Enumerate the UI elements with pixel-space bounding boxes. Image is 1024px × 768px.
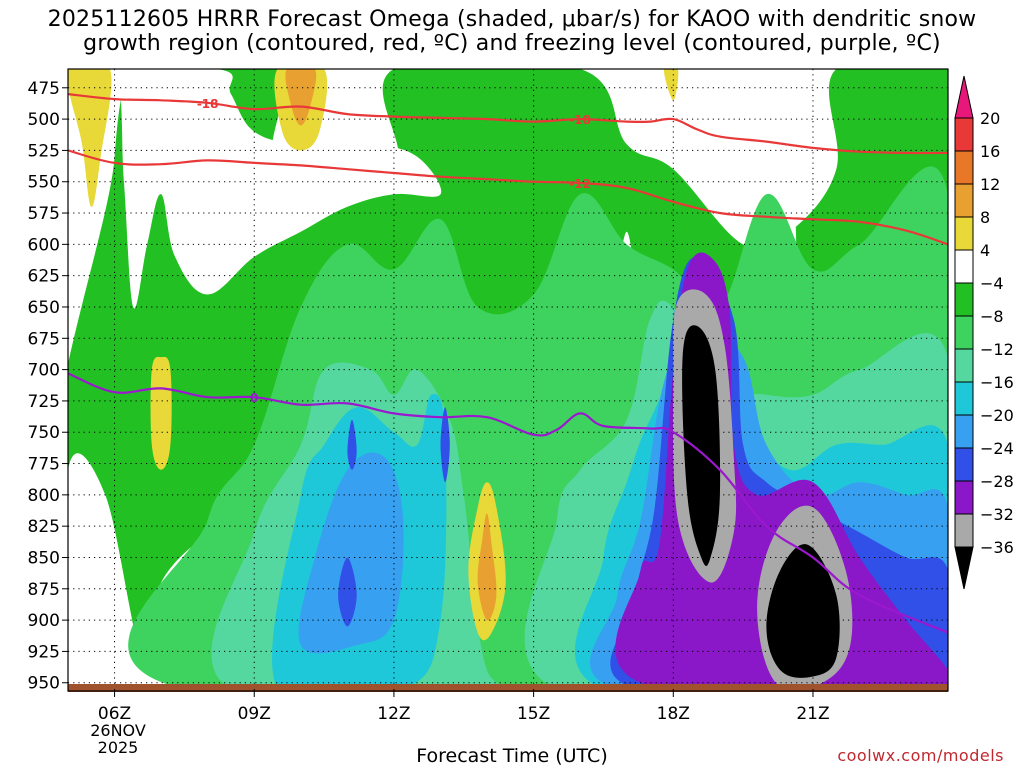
colorbar-bin [954,447,974,482]
y-tick-label-825: 825 [28,517,60,537]
contour-label-dgz_-18: -18 [197,97,219,111]
y-tick-label-625: 625 [28,267,60,287]
colorbar-bin [954,150,974,185]
omega-region-orange [285,69,317,126]
x-tick-label-12: 12Z [377,704,410,724]
colorbar-level-label: 12 [980,175,1000,194]
contour-label-dgz_-18: -18 [569,113,591,127]
date-label: 26NOV 2025 [78,722,158,756]
x-tick-label-6: 06Z [98,704,131,724]
colorbar-bottom-arrow [954,546,974,590]
y-tick-label-900: 900 [28,611,60,631]
colorbar-bin [954,249,974,284]
chart-title-line2: growth region (contoured, red, ºC) and f… [83,31,941,56]
colorbar-bin [954,183,974,218]
y-tick-label-700: 700 [28,361,60,381]
colorbar-level-label: −16 [980,373,1014,392]
contours [68,93,948,634]
y-tick-label-775: 775 [28,455,60,475]
x-tick-label-18: 18Z [657,704,690,724]
y-tick-label-550: 550 [28,173,60,193]
y-tick-label-925: 925 [28,642,60,662]
date-line2: 2025 [97,738,139,757]
x-axis-title: Forecast Time (UTC) [416,745,608,767]
colorbar-bin [954,414,974,449]
omega-region-orange [477,513,497,621]
y-tick-label-500: 500 [28,110,60,130]
colorbar-level-label: −12 [980,340,1014,359]
colorbar-bin [954,513,974,548]
y-tick-label-875: 875 [28,580,60,600]
omega-region-blue [338,557,357,627]
y-tick-label-600: 600 [28,235,60,255]
omega-region-yellow [150,356,172,470]
omega-region-black [766,544,840,678]
y-axis: 475 500 525 550 575 600 625 650 675 700 725 750 775 8… [28,79,68,694]
chart-title: 2025112605 HRRR Forecast Omega (shaded, … [0,8,1024,56]
y-tick-label-525: 525 [28,141,60,161]
x-tick-label-15: 15Z [517,704,550,724]
omega-region-yellow [68,69,112,207]
colorbar-level-label: 20 [980,109,1000,128]
colorbar-bin [954,381,974,416]
contour-dgz_-12 [68,149,948,246]
y-tick-label-850: 850 [28,548,60,568]
omega-region-blue_light [298,452,404,654]
colorbar: 20 16 12 8 4 −4 −8 −12 −16 −20 −24 −28 −32 −36 [954,75,1014,590]
colorbar-bin [954,216,974,251]
contour-dgz_-18 [68,93,948,155]
x-axis: 06Z 09Z 12Z 15Z 18Z 21Z [98,689,830,724]
colorbar-level-label: −24 [980,439,1014,458]
omega-region-black [682,325,721,566]
colorbar-level-label: −36 [980,538,1014,557]
omega-region-yellow [663,69,679,101]
contour-labels: -18 -18 -12 0 [197,97,591,405]
terrain-strip [68,684,948,692]
y-tick-label-750: 750 [28,423,60,443]
colorbar-level-label: 4 [980,241,990,260]
contour-label-dgz_-12: -12 [569,177,591,191]
colorbar-level-label: 8 [980,208,990,227]
y-tick-label-675: 675 [28,329,60,349]
y-tick-label-950: 950 [28,674,60,694]
chart-title-line1: 2025112605 HRRR Forecast Omega (shaded, … [47,7,977,32]
x-tick-label-9: 09Z [238,704,271,724]
contour-label-freezing_level: 0 [250,391,258,405]
y-tick-label-650: 650 [28,298,60,318]
colorbar-top-arrow [954,75,974,119]
colorbar-level-label: 16 [980,142,1000,161]
colorbar-level-label: −20 [980,406,1014,425]
colorbar-bin [954,315,974,350]
y-tick-label-475: 475 [28,79,60,99]
colorbar-level-label: −8 [980,307,1004,326]
gridlines [68,69,948,689]
colorbar-bin [954,282,974,317]
y-tick-label-725: 725 [28,392,60,412]
date-line1: 26NOV [90,721,146,740]
colorbar-level-label: −32 [980,505,1014,524]
credit-link[interactable]: coolwx.com/models [837,746,1004,765]
colorbar-bin [954,117,974,152]
colorbar-level-label: −28 [980,472,1014,491]
contour-freezing_level [68,372,948,634]
colorbar-bin [954,348,974,383]
plot-frame [67,68,949,692]
x-tick-label-21: 21Z [796,704,829,724]
colorbar-bin [954,480,974,515]
y-tick-label-800: 800 [28,486,60,506]
y-tick-label-575: 575 [28,204,60,224]
colorbar-level-label: −4 [980,274,1004,293]
